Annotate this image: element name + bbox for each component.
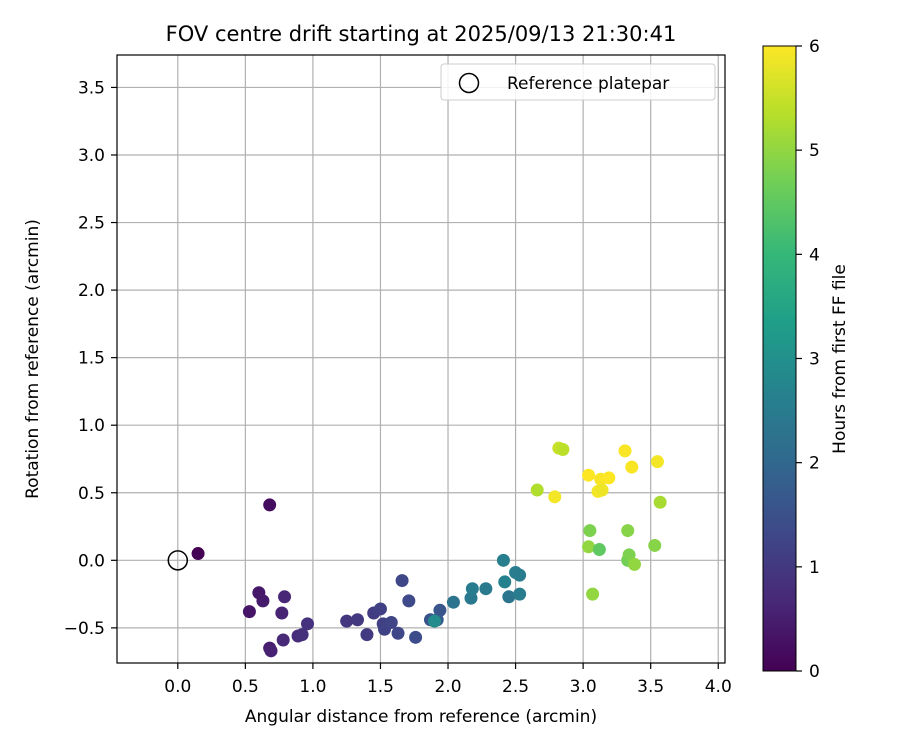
data-point <box>301 617 315 631</box>
x-tick-label: 4.0 <box>705 677 732 697</box>
data-point <box>465 582 479 596</box>
colorbar: 0 1 2 3 4 5 6 Hours from first FF file <box>762 37 850 682</box>
y-tick-label: 3.5 <box>78 78 105 98</box>
data-point <box>602 471 616 485</box>
x-tick-label: 2.0 <box>434 677 461 697</box>
grid-lines <box>117 55 725 663</box>
reference-platepar-marker <box>167 550 189 571</box>
data-point <box>446 595 460 609</box>
data-point <box>582 540 596 554</box>
data-point <box>513 587 527 601</box>
data-point <box>409 630 423 644</box>
y-tick-label: 1.5 <box>78 349 105 369</box>
data-point <box>340 614 354 628</box>
colorbar-tick-label: 0 <box>809 662 820 682</box>
data-point <box>592 543 606 557</box>
data-point <box>648 538 662 552</box>
x-axis-ticks: 0.0 0.5 1.0 1.5 2.0 2.5 3.0 3.5 4.0 <box>164 663 732 697</box>
colorbar-tick-label: 4 <box>809 245 820 265</box>
data-point <box>653 495 667 509</box>
data-point <box>191 547 205 561</box>
x-tick-label: 0.0 <box>164 677 191 697</box>
data-point <box>595 483 609 497</box>
colorbar-ticks: 0 1 2 3 4 5 6 <box>796 37 820 682</box>
data-point <box>621 524 635 538</box>
y-tick-label: 3.0 <box>78 146 105 166</box>
data-point <box>373 602 387 616</box>
data-point <box>513 568 527 582</box>
colorbar-bar <box>762 45 797 672</box>
colorbar-tick-label: 1 <box>809 558 820 578</box>
colorbar-tick-label: 5 <box>809 141 820 161</box>
y-tick-label: 1.0 <box>78 416 105 436</box>
data-point <box>627 557 641 571</box>
plot-frame <box>116 54 726 664</box>
data-point <box>479 582 493 596</box>
data-point <box>264 644 278 658</box>
x-tick-label: 1.5 <box>367 677 394 697</box>
y-axis-ticks: −0.5 0.0 0.5 1.0 1.5 2.0 2.5 3.0 3.5 <box>64 78 117 639</box>
legend: Reference platepar <box>440 63 716 101</box>
chart-title: FOV centre drift starting at 2025/09/13 … <box>166 22 677 46</box>
data-points <box>191 441 667 658</box>
data-point <box>502 590 516 604</box>
data-point <box>402 594 416 608</box>
colorbar-label: Hours from first FF file <box>830 264 850 454</box>
data-point <box>278 590 292 604</box>
data-point <box>295 628 309 642</box>
legend-box <box>440 63 716 101</box>
legend-marker-reference <box>458 72 480 94</box>
y-tick-label: 0.5 <box>78 484 105 504</box>
data-point <box>586 587 600 601</box>
data-point <box>276 633 290 647</box>
data-point <box>618 444 632 458</box>
x-tick-label: 2.5 <box>502 677 529 697</box>
y-tick-label: 0.0 <box>78 551 105 571</box>
data-point <box>622 548 636 562</box>
reference-layer <box>167 550 189 571</box>
colorbar-tick-label: 2 <box>809 454 820 474</box>
data-point <box>530 483 544 497</box>
data-point <box>548 490 562 504</box>
x-axis-label: Angular distance from reference (arcmin) <box>245 707 597 727</box>
data-point <box>498 575 512 589</box>
data-point <box>428 614 442 628</box>
data-point <box>256 594 270 608</box>
legend-label-reference: Reference platepar <box>507 74 669 94</box>
data-point <box>496 553 510 567</box>
data-point <box>395 574 409 588</box>
x-tick-label: 1.0 <box>299 677 326 697</box>
data-point <box>650 455 664 469</box>
data-point <box>391 626 405 640</box>
data-point <box>360 628 374 642</box>
data-point <box>242 605 256 619</box>
data-point <box>583 524 597 538</box>
data-point <box>350 613 364 627</box>
y-tick-label: −0.5 <box>64 619 105 639</box>
colorbar-tick-label: 6 <box>809 37 820 57</box>
data-point <box>384 615 398 629</box>
x-tick-label: 3.0 <box>570 677 597 697</box>
data-point <box>625 460 639 474</box>
x-tick-label: 3.5 <box>637 677 664 697</box>
y-axis-label: Rotation from reference (arcmin) <box>23 219 43 499</box>
colorbar-tick-label: 3 <box>809 350 820 370</box>
data-point <box>556 443 570 457</box>
x-tick-label: 0.5 <box>232 677 259 697</box>
y-tick-label: 2.0 <box>78 281 105 301</box>
data-point <box>582 468 596 482</box>
data-point <box>275 606 289 620</box>
data-point <box>263 498 277 512</box>
y-tick-label: 2.5 <box>78 214 105 234</box>
